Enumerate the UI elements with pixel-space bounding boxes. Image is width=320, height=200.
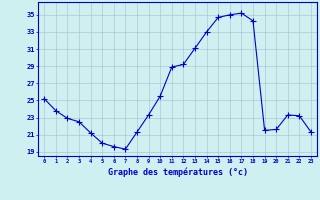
X-axis label: Graphe des températures (°c): Graphe des températures (°c) bbox=[108, 167, 248, 177]
